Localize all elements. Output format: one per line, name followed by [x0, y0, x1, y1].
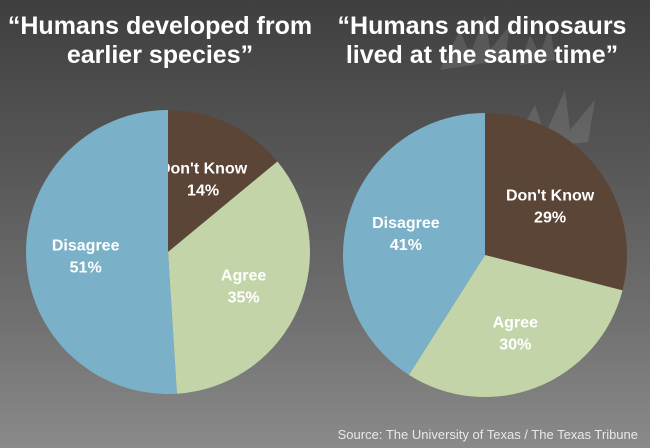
slice-label-agree: Agree: [221, 268, 266, 285]
slice-label-don-t-know: Don't Know: [506, 188, 595, 205]
pie-slice-disagree: [343, 113, 485, 375]
dinosaur-footprint-icon: [440, 15, 555, 70]
slice-label-don-t-know: Don't Know: [159, 160, 248, 177]
slice-value-don-t-know: 29%: [534, 210, 566, 227]
chart-title-line: earlier species”: [66, 41, 254, 69]
pie-slice-don-t-know: [485, 113, 627, 291]
chart-title-line: “Humans and dinosaurs: [337, 12, 627, 40]
slice-label-disagree: Disagree: [52, 238, 120, 255]
slice-label-agree: Agree: [493, 315, 538, 332]
pie-slice-disagree: [25, 110, 177, 395]
slice-label-disagree: Disagree: [372, 215, 440, 232]
slice-value-don-t-know: 14%: [187, 182, 219, 199]
chart-title-line: lived at the same time”: [345, 41, 619, 69]
slice-value-disagree: 41%: [390, 237, 422, 254]
slice-value-agree: 35%: [228, 290, 260, 307]
slice-value-agree: 30%: [499, 337, 531, 354]
pie-slice-agree: [168, 161, 310, 394]
source-credit: Source: The University of Texas / The Te…: [337, 427, 638, 442]
slice-value-disagree: 51%: [70, 260, 102, 277]
pie-slice-don-t-know: [168, 110, 278, 252]
chart-title-line: “Humans developed from: [7, 12, 313, 40]
chart-title-dinosaurs: “Humans and dinosaurs lived at the same …: [322, 12, 642, 70]
chart-title-evolution: “Humans developed from earlier species”: [0, 12, 320, 70]
pie-slice-agree: [408, 255, 623, 397]
